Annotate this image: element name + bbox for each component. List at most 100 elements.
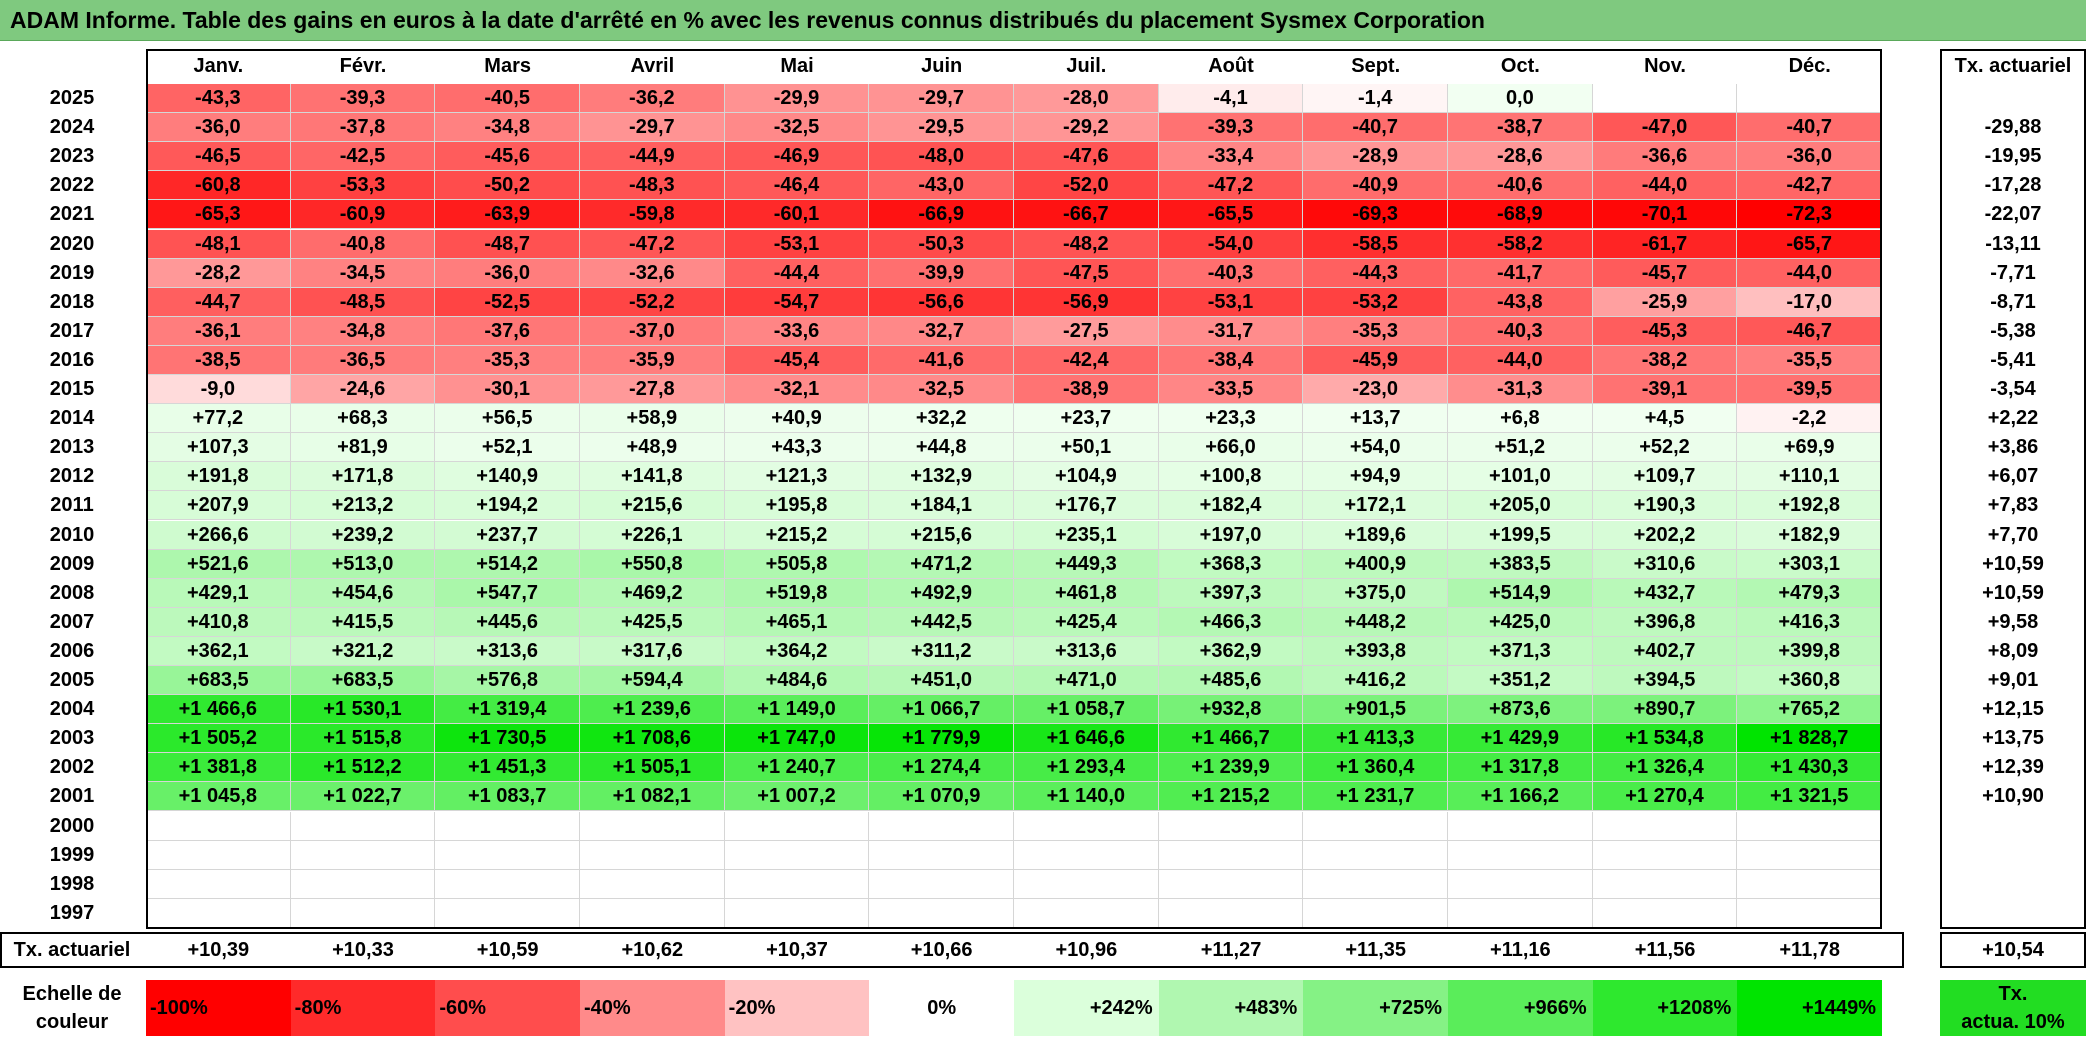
heatmap-cell: +416,3 (1737, 607, 1883, 637)
heatmap-cell: -41,7 (1448, 258, 1593, 288)
heatmap-cell: +52,2 (1592, 433, 1738, 463)
heatmap-cell (435, 898, 580, 928)
heatmap-cell: +1 083,7 (435, 782, 580, 812)
heatmap-cell (290, 840, 436, 870)
heatmap-cell: +448,2 (1303, 607, 1449, 637)
heatmap-cell: +197,0 (1158, 520, 1304, 550)
heatmap-cell: +492,9 (869, 578, 1014, 608)
heatmap-cell: +547,7 (435, 578, 580, 608)
rate-cell: +8,09 (1987, 639, 2039, 662)
heatmap-cell (1448, 898, 1593, 928)
color-scale-rate-line2: actua. 10% (1961, 1011, 2065, 1033)
heatmap-cell: +311,2 (869, 636, 1014, 666)
heatmap-cell: +1 747,0 (724, 724, 870, 754)
rate-cell: +13,75 (1982, 727, 2044, 750)
heatmap-cell: -43,8 (1448, 287, 1593, 317)
heatmap-cell: +121,3 (724, 462, 870, 492)
heatmap-cell: +44,8 (869, 433, 1014, 463)
heatmap-cell: -38,2 (1592, 345, 1738, 375)
heatmap-cell: +190,3 (1592, 491, 1738, 521)
heatmap-cell: -33,5 (1158, 375, 1304, 405)
heatmap-cell: +189,6 (1303, 520, 1449, 550)
heatmap-cell: +469,2 (580, 578, 725, 608)
heatmap-cell: +81,9 (290, 433, 436, 463)
heatmap-cell: +4,5 (1592, 404, 1738, 434)
heatmap-cell: +239,2 (290, 520, 436, 550)
heatmap-cell: -54,7 (724, 287, 870, 317)
heatmap-cell: +213,2 (290, 491, 436, 521)
rate-cell (1940, 841, 2086, 870)
heatmap-cell: +1 381,8 (146, 753, 291, 783)
heatmap-cell (1014, 869, 1159, 899)
heatmap-cell: +1 007,2 (724, 782, 870, 812)
heatmap-cell (1303, 811, 1449, 841)
heatmap-cell: -60,8 (146, 171, 291, 201)
heatmap-cell: +1 319,4 (435, 695, 580, 725)
heatmap-cell: +23,3 (1158, 404, 1304, 434)
rate-cell: +9,01 (1987, 669, 2039, 691)
heatmap-cell: -36,0 (1737, 142, 1883, 172)
heatmap-cell: +514,2 (435, 549, 580, 579)
heatmap-cell: -72,3 (1737, 200, 1883, 230)
heatmap-cell: +1 082,1 (580, 782, 725, 812)
heatmap-cell: -44,4 (724, 258, 870, 288)
heatmap-cell: -39,9 (869, 258, 1014, 288)
color-scale-swatch: 0% (869, 980, 1014, 1036)
footer-rate-cell: +11,78 (1779, 939, 1840, 961)
heatmap-cell: +77,2 (146, 404, 291, 434)
heatmap-cell: -9,0 (146, 375, 291, 405)
heatmap-cell: -40,7 (1303, 113, 1449, 143)
heatmap-cell: +425,4 (1014, 607, 1159, 637)
heatmap-cell (724, 898, 870, 928)
heatmap-cell: -46,7 (1737, 316, 1883, 346)
rate-column-header: Tx. actuariel (1954, 55, 2072, 77)
footer-label: Tx. actuariel (13, 939, 131, 961)
heatmap-cell: -36,1 (146, 316, 291, 346)
heatmap-cell: -30,1 (435, 375, 580, 405)
heatmap-cell: +451,0 (869, 666, 1014, 696)
heatmap-cell: +303,1 (1737, 549, 1883, 579)
heatmap-cell: -28,9 (1303, 142, 1449, 172)
heatmap-cell: +683,5 (290, 666, 436, 696)
heatmap-cell (580, 840, 725, 870)
heatmap-cell: -56,6 (869, 287, 1014, 317)
heatmap-cell: +1 505,1 (580, 753, 725, 783)
heatmap-cell: -63,9 (435, 200, 580, 230)
heatmap-cell: +215,6 (580, 491, 725, 521)
heatmap-cell: -37,6 (435, 316, 580, 346)
heatmap-cell: -61,7 (1592, 229, 1738, 259)
year-label: 2000 (49, 814, 95, 837)
heatmap-cell: -4,1 (1158, 84, 1304, 114)
heatmap-cell: -44,3 (1303, 258, 1449, 288)
heatmap-cell: -60,1 (724, 200, 870, 230)
heatmap-cell: +192,8 (1737, 491, 1883, 521)
color-scale-swatch: -40% (580, 980, 725, 1036)
heatmap-cell: -60,9 (290, 200, 436, 230)
year-label: 2025 (49, 87, 95, 109)
heatmap-cell: +1 239,9 (1158, 753, 1304, 783)
footer-rate-cell: +10,59 (476, 939, 539, 961)
heatmap-cell: -48,3 (580, 171, 725, 201)
heatmap-cell (1592, 840, 1738, 870)
heatmap-cell: -35,9 (580, 345, 725, 375)
heatmap-cell: +1 708,6 (580, 724, 725, 754)
year-label: 2022 (49, 174, 95, 197)
color-scale-swatch: +1208% (1592, 980, 1738, 1036)
heatmap-cell: -53,1 (1158, 287, 1304, 317)
heatmap-cell: +1 070,9 (869, 782, 1014, 812)
heatmap-cell: +202,2 (1592, 520, 1738, 550)
heatmap-cell: +317,6 (580, 636, 725, 666)
heatmap-cell: -45,7 (1592, 258, 1738, 288)
year-label: 2004 (49, 698, 95, 721)
heatmap-cell: -48,0 (869, 142, 1014, 172)
heatmap-cell: -24,6 (290, 375, 436, 405)
heatmap-cell: +1 512,2 (290, 753, 436, 783)
heatmap-cell: -50,3 (869, 229, 1014, 259)
rate-cell: -19,95 (1984, 145, 2042, 168)
footer-rate-cell: +10,39 (187, 939, 250, 961)
heatmap-cell: -35,5 (1737, 345, 1883, 375)
heatmap-cell: +40,9 (724, 404, 870, 434)
heatmap-cell: +109,7 (1592, 462, 1738, 492)
rate-cell: -3,54 (1990, 378, 2036, 400)
heatmap-cell: +454,6 (290, 578, 436, 608)
